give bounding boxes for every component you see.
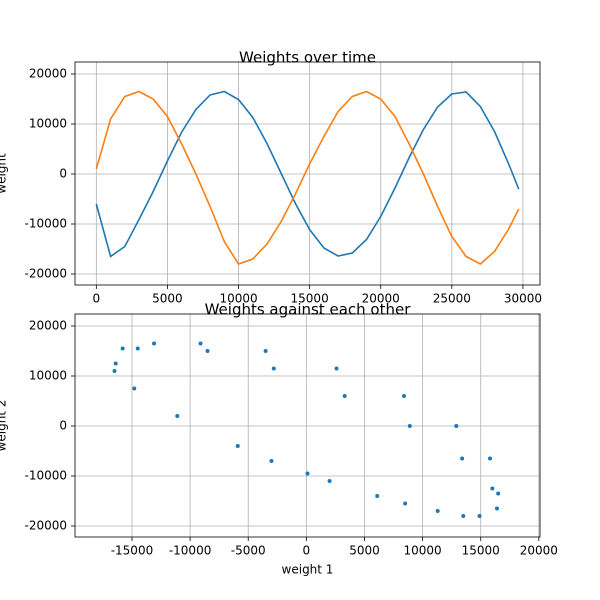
- x-tick-label: 30000: [504, 292, 542, 306]
- axes-frame: [74, 61, 541, 286]
- point: [342, 394, 347, 398]
- x-tick-label: 5000: [349, 544, 380, 558]
- plot-area: [75, 314, 540, 537]
- point: [135, 346, 140, 351]
- point: [175, 414, 180, 418]
- y-tick-label: 20000: [29, 67, 67, 81]
- point: [460, 456, 465, 461]
- point: [494, 506, 499, 511]
- y-tick-label: 10000: [29, 369, 67, 383]
- x-tick-label: 15000: [462, 544, 500, 558]
- point: [113, 361, 118, 366]
- x-tick-label: 0: [303, 544, 311, 558]
- y-tick-label: 10000: [29, 117, 67, 131]
- point: [327, 479, 332, 483]
- point: [132, 386, 137, 391]
- point: [454, 424, 459, 428]
- point: [403, 501, 408, 506]
- point: [488, 456, 493, 461]
- point: [477, 514, 482, 518]
- point: [490, 486, 495, 491]
- x-tick-label: 10000: [219, 292, 257, 306]
- x-tick-label: -15000: [111, 544, 154, 558]
- point: [334, 366, 339, 371]
- y-tick-label: 0: [59, 419, 67, 433]
- y-tick-label: -10000: [24, 217, 67, 231]
- point: [269, 459, 274, 463]
- chart-title: Weights over time: [239, 49, 376, 67]
- point: [120, 346, 125, 351]
- point: [205, 349, 210, 353]
- x-tick-label: 5000: [152, 292, 183, 306]
- point: [407, 424, 412, 428]
- point: [263, 349, 268, 353]
- point: [305, 471, 310, 476]
- y-axis-label: weight: [0, 153, 9, 194]
- axes-frame: [74, 313, 541, 538]
- chart-title: Weights against each other: [205, 301, 412, 319]
- point: [461, 514, 466, 518]
- point: [198, 341, 203, 346]
- x-tick-label: -5000: [231, 544, 266, 558]
- line: [95, 90, 520, 258]
- y-tick-label: -10000: [24, 469, 67, 483]
- x-tick-label: -10000: [169, 544, 212, 558]
- line: [95, 90, 520, 265]
- point: [112, 369, 117, 373]
- point: [152, 341, 157, 346]
- x-tick-label: 15000: [291, 292, 329, 306]
- x-tick-label: 10000: [403, 544, 441, 558]
- y-axis-label: weight 2: [0, 400, 9, 452]
- x-axis-label: weight 1: [282, 563, 334, 577]
- x-tick-label: 20000: [362, 292, 400, 306]
- point: [401, 394, 406, 398]
- point: [235, 444, 240, 448]
- point: [435, 509, 440, 513]
- y-tick-label: 20000: [29, 319, 67, 333]
- x-tick-label: 25000: [433, 292, 471, 306]
- y-tick-label: 0: [59, 167, 67, 181]
- x-tick-label: 20000: [520, 544, 558, 558]
- point: [271, 366, 276, 371]
- y-tick-label: -20000: [24, 267, 67, 281]
- x-tick-label: 0: [93, 292, 101, 306]
- point: [375, 494, 380, 498]
- point: [496, 491, 501, 496]
- y-tick-label: -20000: [24, 519, 67, 533]
